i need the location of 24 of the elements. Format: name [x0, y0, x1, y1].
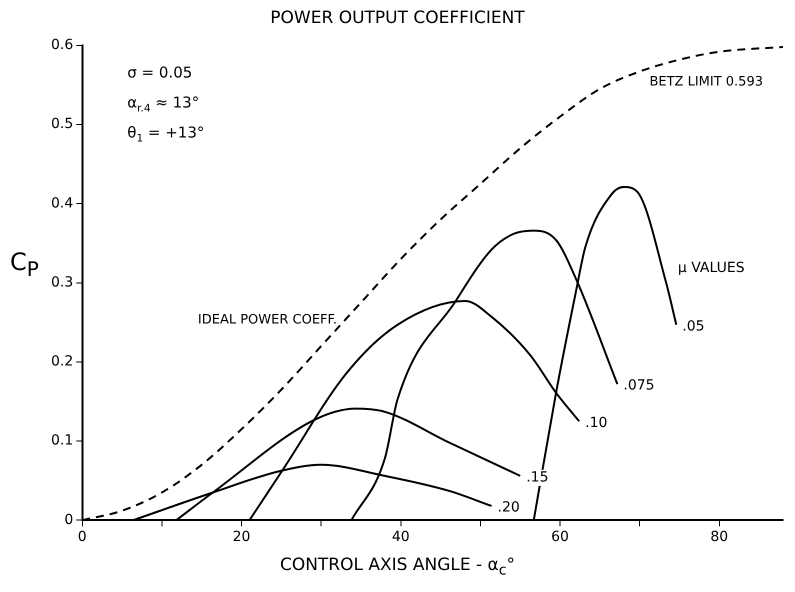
y-tick-label: 0: [64, 512, 74, 528]
series-label: .10: [585, 414, 608, 431]
y-tick-label: 0.6: [51, 37, 74, 54]
y-axis-title: C$_{P}$: [10, 248, 39, 281]
chart-title: POWER OUTPUT COEFFICIENT: [269, 8, 526, 30]
y-tick-label: 0.3: [51, 274, 74, 290]
y-tick-label: 0.4: [51, 195, 74, 212]
series-label: .075: [623, 378, 655, 394]
annotation: σ = 0.05: [127, 63, 192, 82]
x-tick-label: 60: [551, 529, 569, 546]
annotation: BETZ LIMIT 0.593: [649, 74, 764, 90]
annotation: μ VALUES: [678, 260, 745, 276]
series-label: .15: [526, 470, 548, 486]
x-tick-label: 40: [392, 529, 410, 546]
series-label: .05: [682, 318, 705, 334]
x-tick-label: 20: [232, 529, 250, 546]
y-tick-label: 0.2: [51, 354, 74, 370]
x-axis-title: CONTROL AXIS ANGLE - α$_{c}$°: [278, 555, 516, 578]
y-tick-label: 0.5: [51, 116, 74, 132]
x-tick-label: 0: [78, 529, 87, 546]
x-tick-label: 80: [710, 529, 728, 546]
annotation: IDEAL POWER COEFF.: [198, 312, 338, 328]
y-tick-label: 0.1: [51, 432, 74, 449]
series-label: .20: [498, 500, 520, 516]
